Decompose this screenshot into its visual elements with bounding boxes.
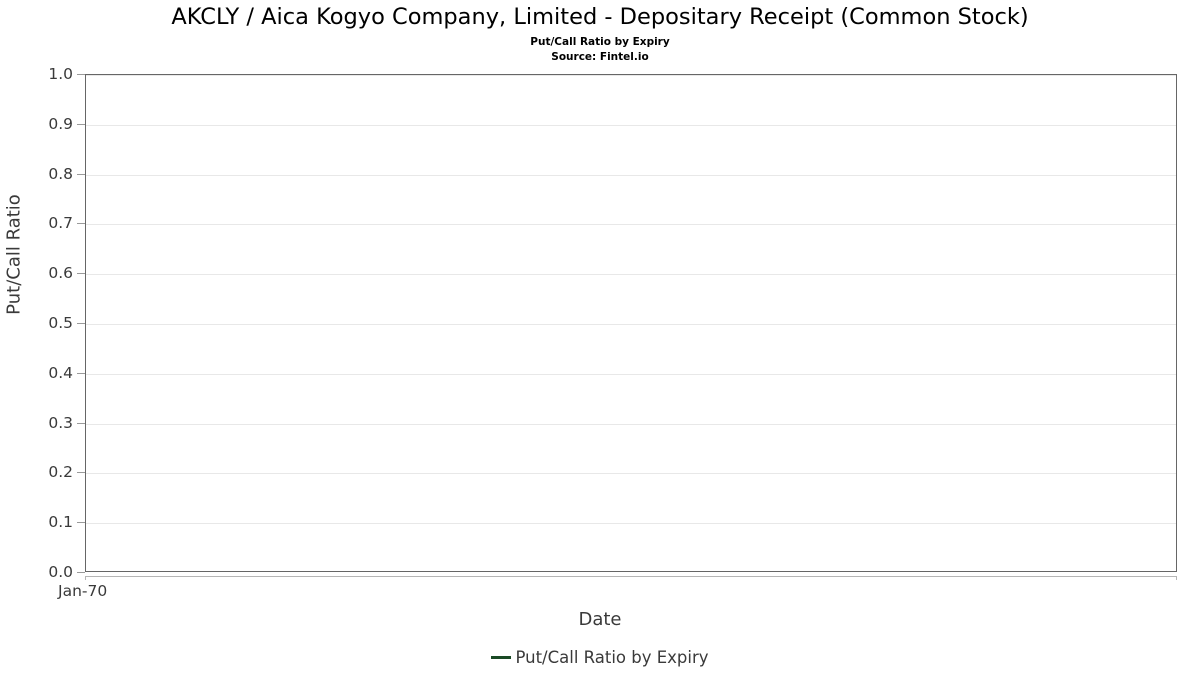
y-axis-tick-mark: [77, 74, 85, 75]
x-axis-label: Date: [578, 609, 622, 630]
gridline: [86, 423, 1176, 425]
legend-item[interactable]: Put/Call Ratio by Expiry: [491, 648, 709, 667]
y-axis-tick-label: 0.7: [48, 214, 73, 233]
gridline: [86, 174, 1176, 176]
y-axis-tick-label: 0.6: [48, 264, 73, 283]
gridline: [86, 473, 1176, 475]
y-axis-tick-label: 1.0: [48, 65, 73, 83]
gridline: [86, 324, 1176, 325]
legend-line-marker-icon: [491, 656, 512, 659]
y-axis-tick-label: 0.3: [48, 413, 73, 432]
y-axis-tick-mark: [77, 422, 85, 424]
y-axis-tick-mark: [77, 522, 85, 524]
y-axis-tick-label: 0.8: [48, 164, 73, 183]
series-layer: [86, 75, 1176, 571]
gridline: [86, 124, 1176, 126]
y-axis-tick-label: 0.2: [48, 463, 73, 482]
y-axis-tick-mark: [77, 323, 85, 324]
y-axis: 0.0 0.1 0.2 0.3 0.4 0.5 0.6 0.7 0.8 0.9 1.0: [0, 65, 85, 581]
y-axis-tick-mark: [77, 173, 85, 175]
chart-legend: Put/Call Ratio by Expiry: [0, 648, 1200, 667]
y-axis-label: Put/Call Ratio: [3, 194, 25, 315]
page-title: AKCLY / Aica Kogyo Company, Limited - De…: [171, 4, 1029, 30]
y-axis-tick-label: 0.5: [48, 314, 73, 332]
chart-source-label: Source: Fintel.io: [551, 51, 649, 63]
y-axis-tick-label: 0.4: [48, 363, 73, 382]
y-axis-tick-mark: [77, 123, 85, 125]
y-axis-tick-label: 0.9: [48, 114, 73, 133]
y-axis-tick-mark: [77, 223, 85, 225]
legend-label: Put/Call Ratio by Expiry: [515, 648, 709, 667]
y-axis-tick-mark: [77, 273, 85, 275]
x-axis: [85, 576, 1177, 580]
gridline: [86, 224, 1176, 226]
gridline: [86, 274, 1176, 276]
y-axis-tick-mark: [77, 472, 85, 474]
gridline: [86, 373, 1176, 375]
gridline: [86, 523, 1176, 525]
chart-subtitle: Put/Call Ratio by Expiry: [530, 36, 670, 48]
plot-area: [85, 74, 1177, 572]
y-axis-tick-label: 0.1: [48, 513, 73, 532]
gridline: [86, 75, 1176, 76]
x-axis-tick-label: Jan-70: [58, 582, 108, 600]
y-axis-tick-label: 0.0: [48, 563, 73, 581]
y-axis-tick-mark: [77, 372, 85, 374]
y-axis-tick-mark: [77, 572, 85, 573]
